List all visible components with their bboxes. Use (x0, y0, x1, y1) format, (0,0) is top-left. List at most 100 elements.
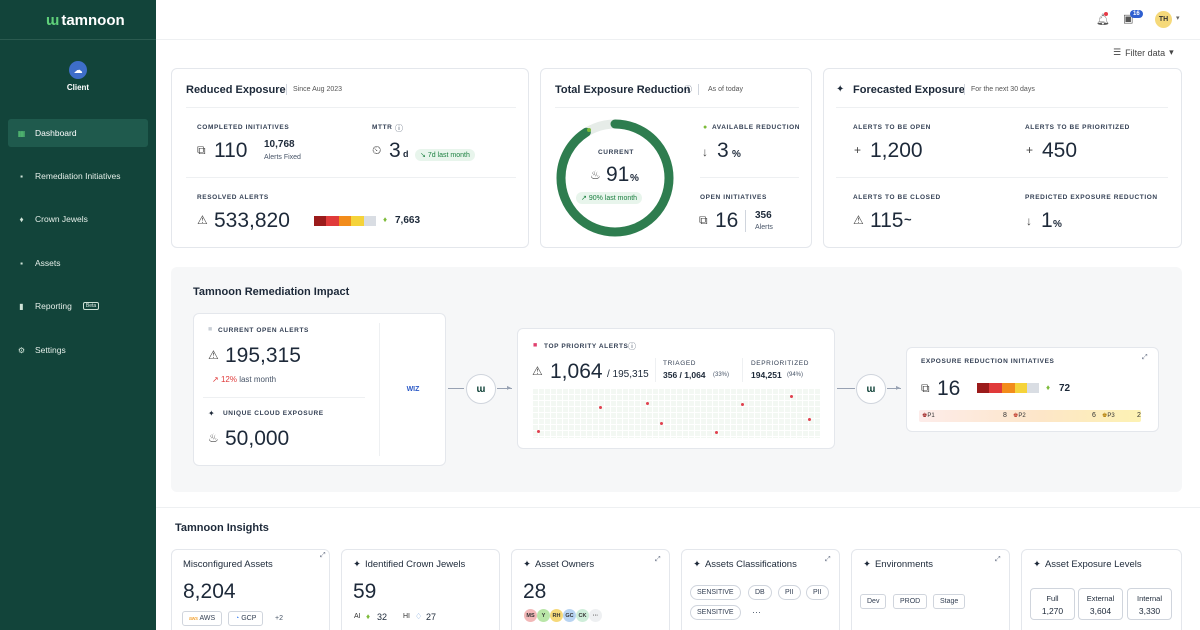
flow-arrow (887, 388, 901, 389)
logo-text: tamnoon (61, 12, 125, 29)
avatar[interactable]: TH (1155, 11, 1172, 28)
mttr-label: MTTR (372, 124, 393, 131)
current-open-alerts-value: 195,315 (225, 344, 301, 367)
level-value: 1,270 (1041, 606, 1064, 616)
avatar[interactable]: Y (537, 609, 550, 622)
sparkle-icon: ✦ (1033, 559, 1041, 570)
card-title-text: Asset Exposure Levels (1044, 559, 1142, 570)
classification-tag[interactable]: SENSITIVE (690, 605, 741, 620)
expand-icon[interactable]: ⤢ (320, 552, 326, 559)
p2-icon: ♚ (1013, 413, 1019, 419)
environment-tag[interactable]: Dev (860, 594, 887, 609)
open-alerts-change: ↗ 12% last month (212, 375, 276, 384)
p2-value: 6 (1092, 412, 1096, 419)
classification-tag[interactable]: PII (778, 585, 801, 600)
info-icon[interactable]: ⓘ (628, 342, 636, 351)
arrow-down-right-icon: ↘ (420, 152, 426, 159)
timer-icon: ⏲ (372, 143, 382, 157)
mttr-change-text: 7d last month (427, 152, 470, 159)
eri-extra-value: 72 (1059, 383, 1071, 394)
info-icon[interactable]: ⓘ (395, 124, 403, 133)
asset-owners-card[interactable]: ✦ Asset Owners ⤢ 28 MS Y RH GC CK ··· (511, 549, 670, 630)
approx-icon: ~ (904, 212, 912, 227)
change-text: last month (239, 375, 277, 384)
severity-medium-bar (339, 216, 351, 226)
gcp-icon: ◔ (235, 615, 240, 622)
classification-tag[interactable]: SENSITIVE (690, 585, 741, 600)
environment-tag[interactable]: PROD (893, 594, 928, 609)
asset-classifications-card[interactable]: ✦ Assets Classifications ⤢ SENSITIVE DB P… (681, 549, 840, 630)
card-title-text: Misconfigured Assets (183, 559, 273, 570)
crown-icon: ♦ (383, 215, 388, 224)
sparkle-icon: ✦ (523, 559, 531, 570)
exposure-level-full[interactable]: Full 1,270 (1030, 588, 1075, 620)
sidebar-item-assets[interactable]: ▪ Assets (8, 249, 148, 277)
avatar[interactable]: CK (576, 609, 589, 622)
divider (836, 177, 1168, 178)
expand-icon[interactable]: ⤢ (825, 556, 831, 563)
plus-icon: + (1026, 143, 1034, 157)
more-owners[interactable]: ··· (589, 609, 602, 622)
triaged-value: 356 / 1,064 (663, 370, 706, 380)
classification-tag[interactable]: DB (748, 585, 772, 600)
warning-icon: ⚠ (197, 213, 208, 227)
card-title: ✦ Assets Classifications (693, 559, 797, 570)
classification-tag[interactable]: PII (806, 585, 829, 600)
p2-label: ♚P2 (1013, 412, 1026, 419)
tag-aws[interactable]: aws AWS (182, 611, 223, 626)
severity-medium-bar (1002, 383, 1015, 393)
chevron-down-icon[interactable]: ▾ (1176, 15, 1180, 22)
more-tags[interactable]: ··· (752, 607, 761, 617)
card-title-text: Asset Owners (534, 559, 595, 570)
available-dot-icon: ● (703, 124, 708, 131)
divider (836, 107, 1168, 108)
client-cloud-icon[interactable]: ☁ (69, 61, 87, 79)
expand-icon[interactable]: ⤢ (655, 556, 661, 563)
divider (203, 397, 365, 398)
avatar[interactable]: RH (550, 609, 563, 622)
beta-badge: Beta (82, 302, 100, 310)
info-icon[interactable]: ⓘ (684, 85, 692, 94)
resolved-alerts-label: RESOLVED ALERTS (197, 194, 269, 201)
level-label: External (1086, 594, 1115, 603)
sidebar-item-dashboard[interactable]: ▦ Dashboard (8, 119, 148, 147)
environment-tag[interactable]: Stage (933, 594, 966, 609)
more-count[interactable]: +2 (275, 615, 283, 622)
bell-icon[interactable]: 🔔︎ (1096, 14, 1110, 26)
current-value: 91 (606, 163, 630, 186)
calendar-icon[interactable]: ▣ (1123, 13, 1134, 25)
sidebar-item-settings[interactable]: ⚙ Settings (8, 336, 148, 364)
avatar[interactable]: MS (524, 609, 537, 622)
gear-icon: ⚙ (17, 345, 26, 355)
alerts-to-prioritize-value: 450 (1042, 139, 1078, 162)
misconfigured-assets-card[interactable]: Misconfigured Assets ⤢ 8,204 aws AWS ◔ G… (171, 549, 330, 630)
sparkle-icon: ✦ (836, 84, 845, 95)
deprioritized-label: DEPRIORITIZED (751, 360, 809, 367)
tamnoon-logo[interactable]: ɯ tamnoon (46, 12, 125, 29)
exposure-level-internal[interactable]: Internal 3,330 (1127, 588, 1172, 620)
sidebar-item-reporting[interactable]: ▮ Reporting Beta (8, 292, 148, 320)
expand-icon[interactable]: ⤢ (995, 556, 1001, 563)
sidebar-item-crown-jewels[interactable]: ♦ Crown Jewels (8, 205, 148, 233)
ring-marker (587, 128, 591, 132)
top-priority-label: TOP PRIORITY ALERTS (544, 343, 629, 350)
card-title: ✦ Asset Exposure Levels (1033, 559, 1142, 570)
exposure-level-external[interactable]: External 3,604 (1078, 588, 1123, 620)
divider (156, 507, 1200, 508)
completed-initiatives-label: COMPLETED INITIATIVES (197, 124, 290, 131)
avatar[interactable]: GC (563, 609, 576, 622)
card-title: Reduced Exposure (186, 84, 286, 96)
tag-gcp[interactable]: ◔ GCP (228, 611, 264, 626)
filter-data-button[interactable]: ☰ Filter data ▾ (1113, 47, 1174, 58)
expand-icon[interactable]: ⤢ (1142, 354, 1148, 361)
p3-value: 2 (1137, 412, 1141, 419)
sidebar-item-remediation[interactable]: ▪ Remediation Initiatives (8, 162, 148, 190)
warning-icon: ⚠ (532, 364, 543, 378)
assets-icon: ▪ (20, 258, 23, 268)
p3-text: P3 (1107, 413, 1115, 419)
alert-dot (715, 431, 718, 434)
crown-jewels-card[interactable]: ✦ Identified Crown Jewels 59 AI ♦ 32 HI ♢… (341, 549, 500, 630)
severity-critical-bar (977, 383, 989, 393)
change-pct: 12% (220, 375, 237, 384)
environments-card[interactable]: ✦ Environments ⤢ Dev PROD Stage (851, 549, 1010, 630)
